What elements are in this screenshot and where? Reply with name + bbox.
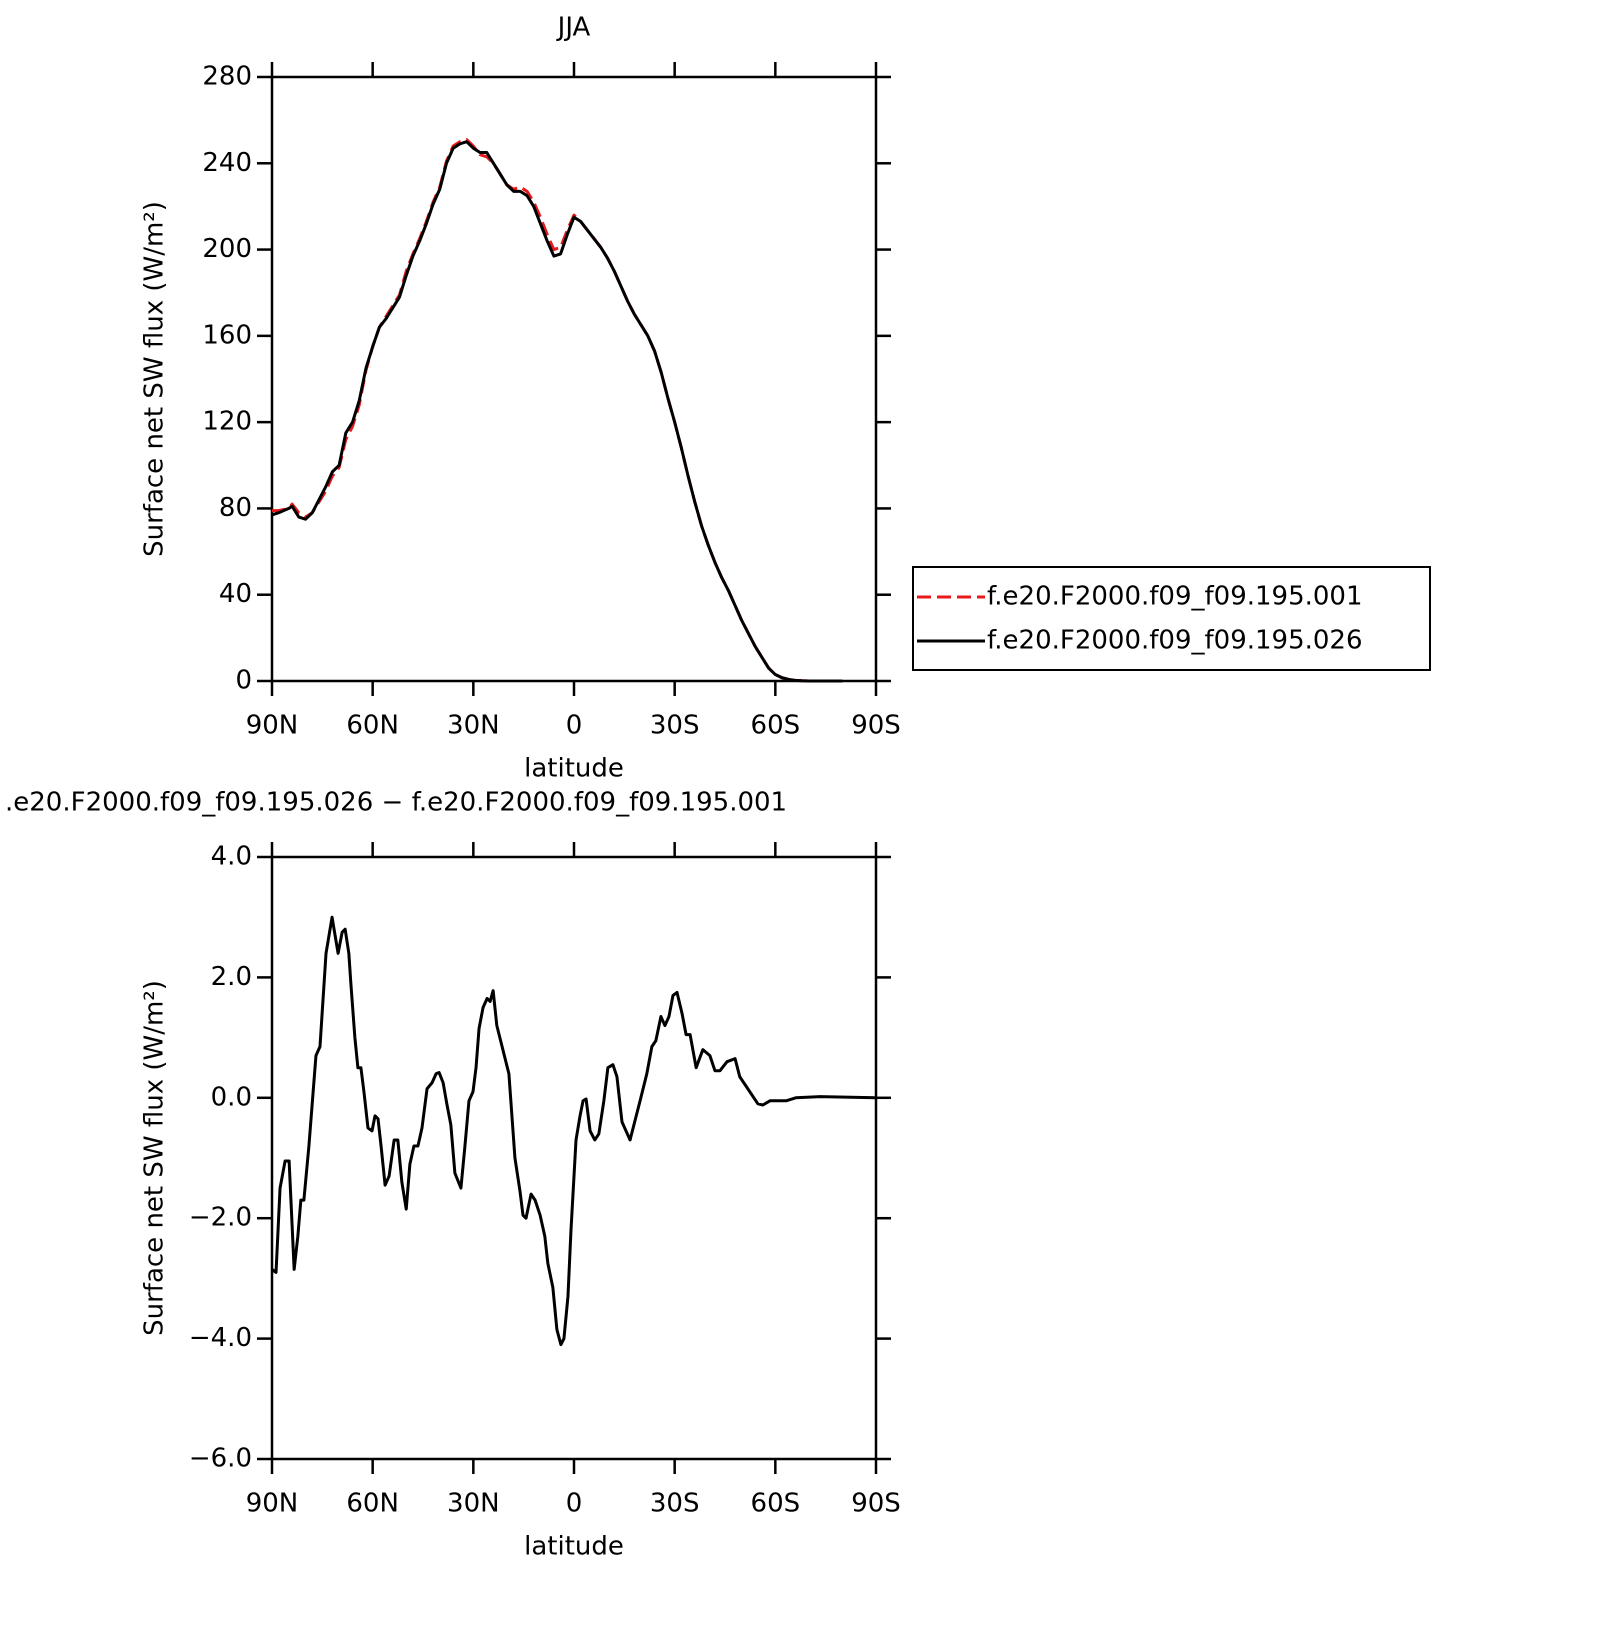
y-tick-label: 4.0 [211,842,252,872]
y-tick-label: 0 [235,666,252,696]
y-tick-label: 280 [202,62,252,92]
x-tick-label: 60S [751,1489,801,1519]
x-tick-label: 60N [346,1489,399,1519]
x-tick-label: 30N [447,711,500,741]
y-tick-label: −2.0 [189,1203,252,1233]
y-tick-label: 120 [202,407,252,437]
y-tick-label: 2.0 [211,962,252,992]
legend-box [912,566,1431,671]
y-tick-label: 200 [202,234,252,264]
chart-title: JJA [556,13,591,43]
x-tick-label: 90N [246,711,299,741]
x-tick-label: 30N [447,1489,500,1519]
x-axis-label: latitude [524,1532,624,1562]
y-tick-label: 240 [202,148,252,178]
y-tick-label: 0.0 [211,1082,252,1112]
x-tick-label: 90N [246,1489,299,1519]
y-tick-label: 160 [202,320,252,350]
y-tick-label: −6.0 [189,1444,252,1474]
x-tick-label: 30S [650,1489,700,1519]
x-axis-label: latitude [524,754,624,784]
data-line [271,140,843,683]
y-axis-label: Surface net SW flux (W/m²) [140,201,170,557]
legend-label: f.e20.F2000.f09_f09.195.001 [987,582,1363,612]
x-tick-label: 0 [566,711,583,741]
y-tick-label: −4.0 [189,1323,252,1353]
x-tick-label: 60S [751,711,801,741]
y-tick-label: 40 [219,579,252,609]
x-tick-label: 90S [851,1489,901,1519]
x-tick-label: 60N [346,711,399,741]
data-line [271,915,877,1347]
legend-label: f.e20.F2000.f09_f09.195.026 [987,626,1363,656]
x-tick-label: 30S [650,711,700,741]
chart-title: .e20.F2000.f09_f09.195.026 − f.e20.F2000… [5,788,787,818]
y-axis-label: Surface net SW flux (W/m²) [140,980,170,1336]
x-tick-label: 90S [851,711,901,741]
y-tick-label: 80 [219,493,252,523]
x-tick-label: 0 [566,1489,583,1519]
